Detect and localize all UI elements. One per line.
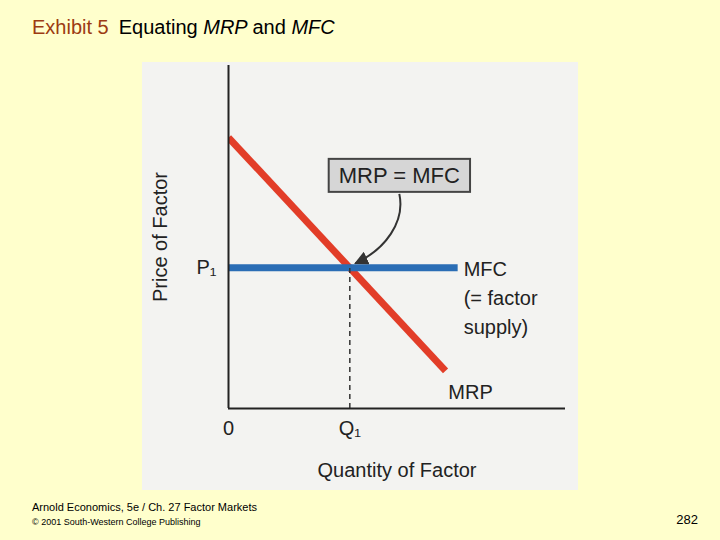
html-text:Equating MRP and MFC: Equating MRP and MFC [118,16,335,38]
svg-text:Price of Factor: Price of Factor [149,172,171,302]
html-text:© 2001 South-Western College P: © 2001 South-Western College Publishing [32,517,201,527]
html-text:Arnold Economics, 5e / Ch. 27: Arnold Economics, 5e / Ch. 27 Factor Mar… [32,501,257,513]
svg-text:MRP: MRP [448,381,492,403]
html-text:Exhibit 5: Exhibit 5 [32,16,109,38]
html-text:282: 282 [676,512,698,527]
svg-text:MFC(= factorsupply): MFC(= factorsupply) [464,258,538,338]
svg-text:Quantity of Factor: Quantity of Factor [318,459,477,481]
svg-text:P₁: P₁ [196,256,216,278]
svg-text:0: 0 [223,417,234,439]
svg-text:MRP = MFC: MRP = MFC [339,163,460,188]
svg-text:Q₁: Q₁ [339,417,362,439]
